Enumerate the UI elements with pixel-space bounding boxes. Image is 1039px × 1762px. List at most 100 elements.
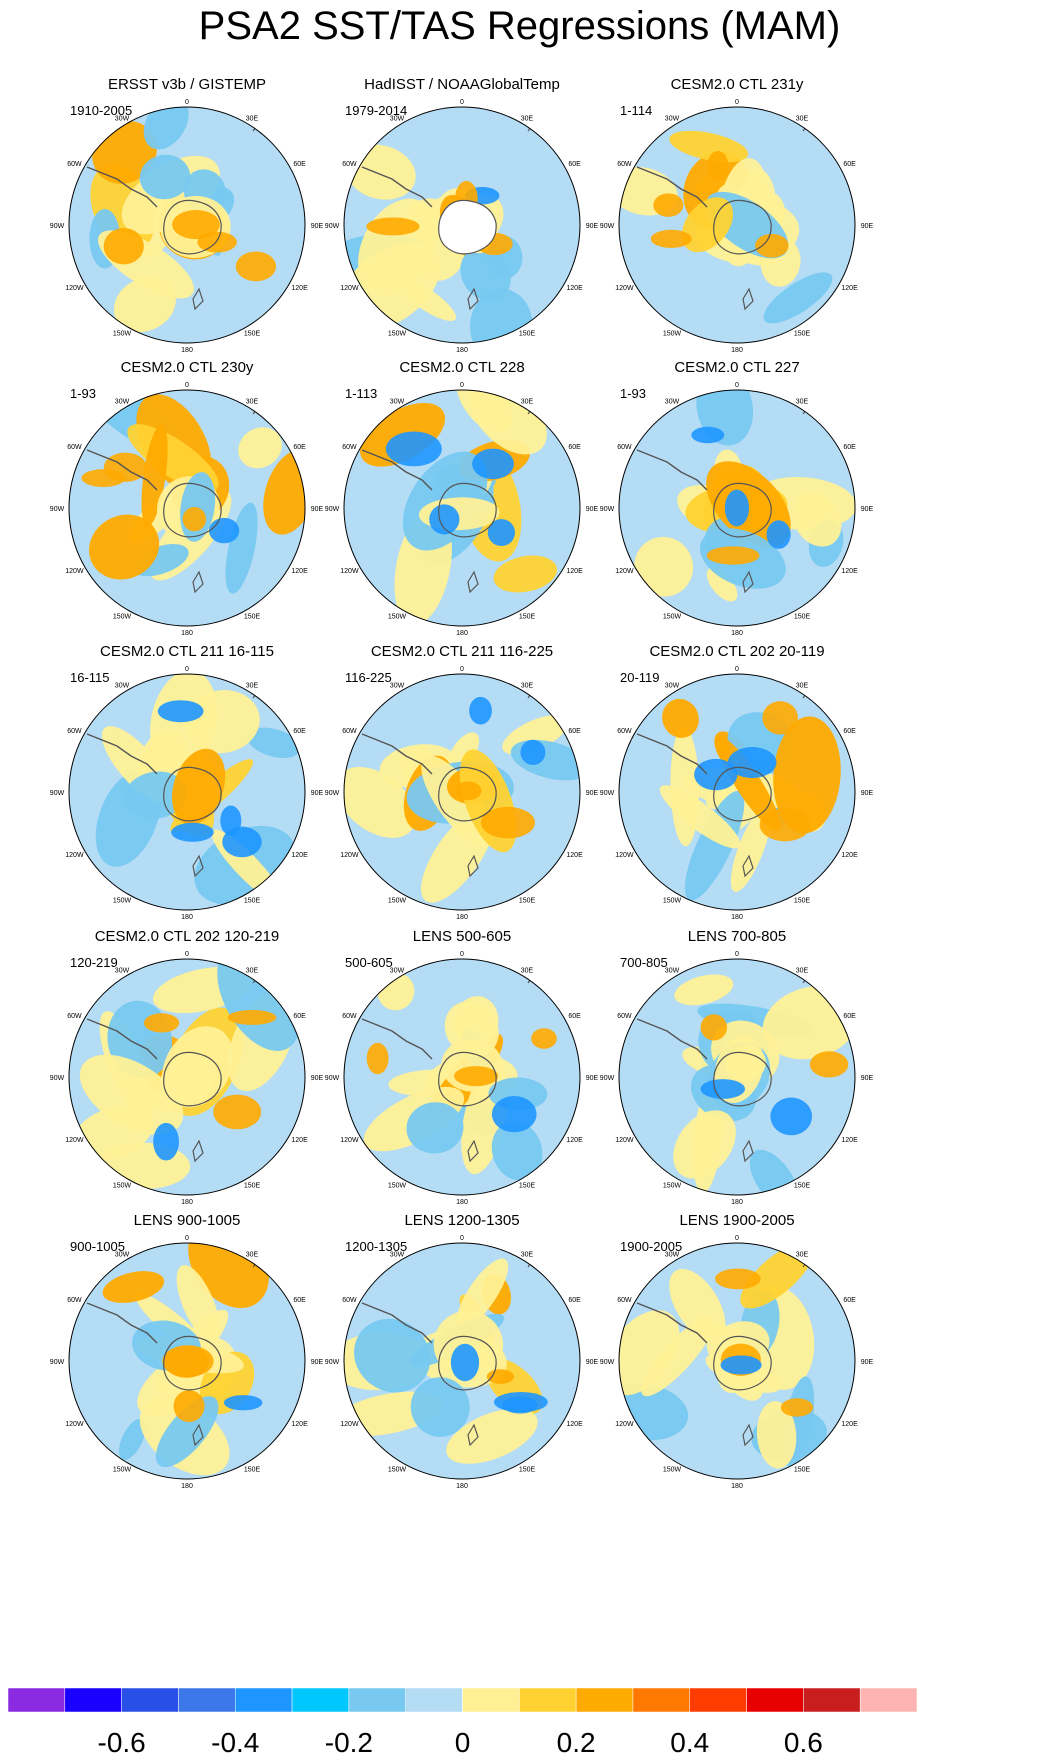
longitude-label: 0 <box>185 951 189 958</box>
antarctica-coastline <box>438 482 497 538</box>
new-zealand-coastline <box>742 1423 754 1447</box>
regression-field <box>69 390 305 626</box>
longitude-label: 90E <box>311 1359 324 1366</box>
map-border <box>618 1242 856 1480</box>
panel-period: 1-93 <box>620 386 646 401</box>
longitude-label: 30W <box>665 399 680 406</box>
longitude-label: 0 <box>460 382 464 389</box>
longitude-label: 30W <box>665 968 680 975</box>
antarctica-coastline <box>438 1335 497 1391</box>
antarctica-coastline <box>163 766 222 822</box>
longitude-label: 120W <box>615 568 634 575</box>
field-contour-core <box>227 1009 277 1025</box>
antarctica-coastline <box>713 199 772 255</box>
colorbar-swatch <box>291 1687 350 1713</box>
panel-title: CESM2.0 CTL 230y <box>121 359 254 376</box>
longitude-label: 60E <box>293 161 306 168</box>
longitude-label: 120W <box>65 568 84 575</box>
antarctica-coastline <box>438 1051 497 1107</box>
colorbar-swatch <box>746 1687 804 1713</box>
colorbar: -0.6 -0.4 -0.2 0 0.2 0.4 0.6 <box>7 1687 918 1758</box>
field-contour <box>634 536 694 597</box>
panel-title: ERSST v3b / GISTEMP <box>108 76 266 93</box>
field-contour-core <box>780 1398 814 1417</box>
longitude-label: 150E <box>244 1466 261 1473</box>
panel-period: 116-225 <box>345 670 392 685</box>
longitude-label: 120W <box>65 1137 84 1144</box>
longitude-label: 30W <box>390 399 405 406</box>
panel-title: CESM2.0 CTL 211 116-225 <box>371 643 553 660</box>
field-contour-core <box>480 806 535 839</box>
longitude-label: 60W <box>342 1013 357 1020</box>
field-contour-core <box>727 747 777 779</box>
map-panel-6: CESM2.0 CTL 227 1-93 0 30E 60E 90E 120E 150E 180… <box>600 359 874 637</box>
longitude-label: 60W <box>617 1297 632 1304</box>
longitude-label: 180 <box>456 630 468 637</box>
field-contour <box>756 1401 797 1469</box>
longitude-label: 0 <box>735 1235 739 1242</box>
field-contour-core <box>385 431 442 467</box>
regression-field <box>344 1243 580 1479</box>
panel-period: 1200-1305 <box>345 1239 407 1254</box>
new-zealand-coastline <box>742 854 754 878</box>
longitude-label: 150W <box>113 1182 132 1189</box>
antarctica-coastline <box>163 482 222 538</box>
longitude-label: 120E <box>566 285 583 292</box>
field-contour-core <box>755 233 789 258</box>
longitude-label: 30W <box>115 116 130 123</box>
field-contour-core <box>454 1066 499 1087</box>
field-contour-core <box>715 1268 761 1290</box>
colorbar-swatch <box>121 1687 179 1713</box>
south-america-coastline <box>636 733 708 775</box>
longitude-label: 90E <box>861 790 874 797</box>
field-contour <box>171 1053 210 1095</box>
regression-field <box>344 674 580 910</box>
longitude-label: 90W <box>325 790 340 797</box>
map-panel-2: HadISST / NOAAGlobalTemp 1979-2014 0 30E 60E… <box>325 76 599 354</box>
field-contour <box>139 154 191 200</box>
field-contour-core <box>809 1051 849 1078</box>
longitude-label: 30W <box>390 683 405 690</box>
longitude-label: 120W <box>340 1137 359 1144</box>
map-panel-8: CESM2.0 CTL 211 116-225 116-225 0 30E 60E 90E… <box>325 643 599 921</box>
field-contour-core <box>700 1014 728 1041</box>
panel-title: HadISST / NOAAGlobalTemp <box>364 76 560 93</box>
longitude-label: 120W <box>615 852 634 859</box>
panel-period: 1-114 <box>620 103 652 118</box>
map-panel-12: LENS 700-805 700-805 0 30E 60E 90E 120E 150E 180… <box>600 928 874 1206</box>
colorbar-swatch <box>519 1687 577 1713</box>
longitude-label: 150W <box>663 330 682 337</box>
new-zealand-coastline <box>467 1139 479 1163</box>
field-contour-core <box>487 519 516 547</box>
field-contour-core <box>171 822 214 842</box>
longitude-label: 90W <box>50 223 65 230</box>
longitude-label: 60W <box>67 1297 82 1304</box>
longitude-label: 30W <box>665 1252 680 1259</box>
panel-title: LENS 1900-2005 <box>679 1212 794 1229</box>
longitude-label: 150E <box>794 897 811 904</box>
field-contour <box>684 790 745 901</box>
longitude-label: 90W <box>600 790 615 797</box>
antarctica-coastline <box>438 766 497 822</box>
longitude-label: 30E <box>796 399 809 406</box>
colorbar-tick-label: 0.4 <box>670 1727 709 1758</box>
antarctica-coastline <box>713 1051 772 1107</box>
longitude-label: 30E <box>246 116 259 123</box>
field-contour-core <box>172 209 220 240</box>
longitude-label: 0 <box>185 666 189 673</box>
antarctica-coastline <box>438 199 497 255</box>
longitude-label: 30E <box>246 968 259 975</box>
longitude-label: 30E <box>246 399 259 406</box>
longitude-label: 0 <box>460 951 464 958</box>
longitude-label: 120E <box>291 1421 308 1428</box>
longitude-label: 60E <box>293 1013 306 1020</box>
map-panel-4: CESM2.0 CTL 230y 1-93 0 30E 60E 90E 120E 150E 18… <box>50 359 324 637</box>
field-contour-core <box>173 1390 205 1423</box>
regression-field <box>344 390 580 626</box>
longitude-label: 150W <box>388 897 407 904</box>
field-contour-core <box>213 1094 262 1130</box>
colorbar-swatch <box>7 1687 66 1713</box>
field-contour-core <box>706 546 760 565</box>
south-america-coastline <box>636 449 708 491</box>
new-zealand-coastline <box>467 287 479 311</box>
